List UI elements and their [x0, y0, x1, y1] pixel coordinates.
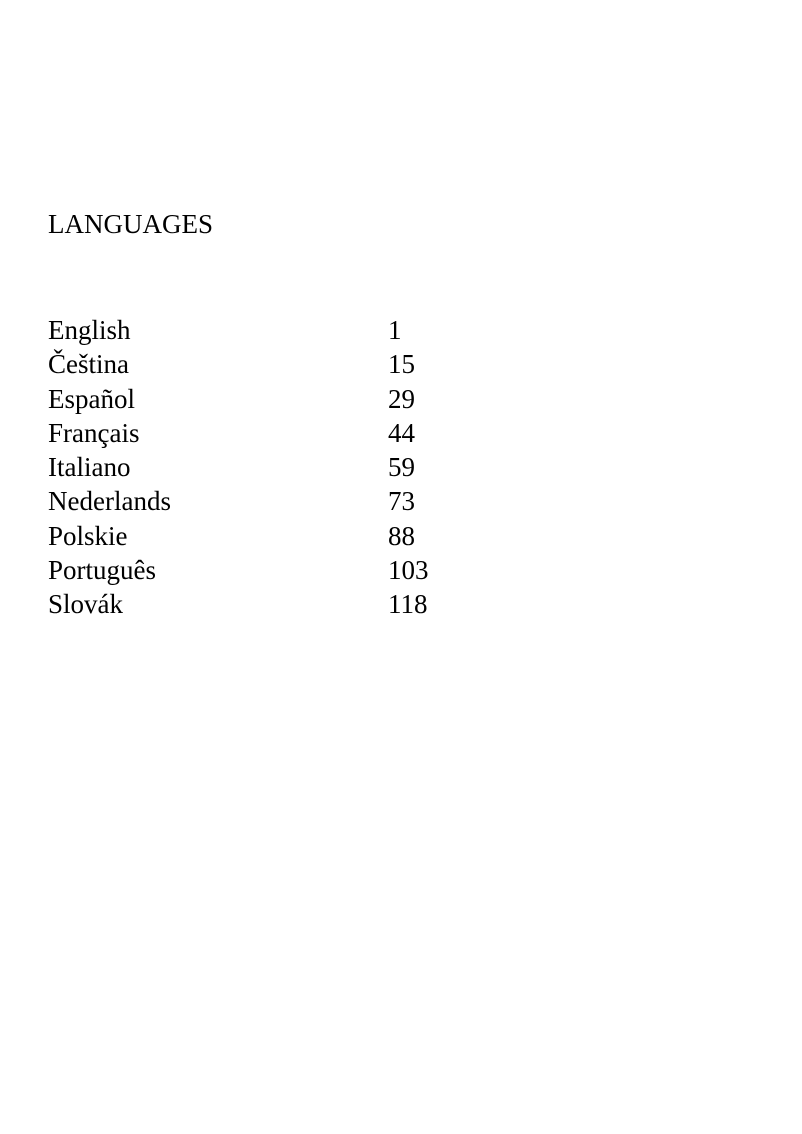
list-item: Español 29: [48, 382, 468, 416]
page-number: 29: [388, 383, 415, 414]
list-item: Čeština 15: [48, 347, 468, 381]
page-number: 59: [388, 452, 415, 483]
language-name: Português: [48, 555, 156, 586]
language-index: English 1 Čeština 15 Español 29 Français 44 …: [48, 313, 468, 622]
list-item: English 1: [48, 313, 468, 347]
page-number: 118: [388, 589, 428, 620]
list-item: Français 44: [48, 416, 468, 450]
page-number: 103: [388, 555, 429, 586]
page-title: LANGUAGES: [48, 209, 213, 239]
list-item: Nederlands 73: [48, 484, 468, 518]
language-name: Polskie: [48, 520, 128, 551]
list-item: Italiano 59: [48, 450, 468, 484]
language-name: Čeština: [48, 349, 129, 380]
list-item: Polskie 88: [48, 519, 468, 553]
language-name: Nederlands: [48, 486, 171, 517]
page-number: 88: [388, 520, 415, 551]
language-name: English: [48, 315, 131, 345]
list-item: Slovák 118: [48, 587, 468, 621]
language-name: Italiano: [48, 452, 131, 483]
page-number: 1: [388, 315, 402, 345]
language-name: Slovák: [48, 589, 124, 620]
list-item: Português 103: [48, 553, 468, 587]
language-name: Español: [48, 383, 135, 414]
page-number: 44: [388, 417, 415, 448]
page-number: 15: [388, 349, 415, 380]
page-number: 73: [388, 486, 415, 517]
language-name: Français: [48, 417, 140, 448]
